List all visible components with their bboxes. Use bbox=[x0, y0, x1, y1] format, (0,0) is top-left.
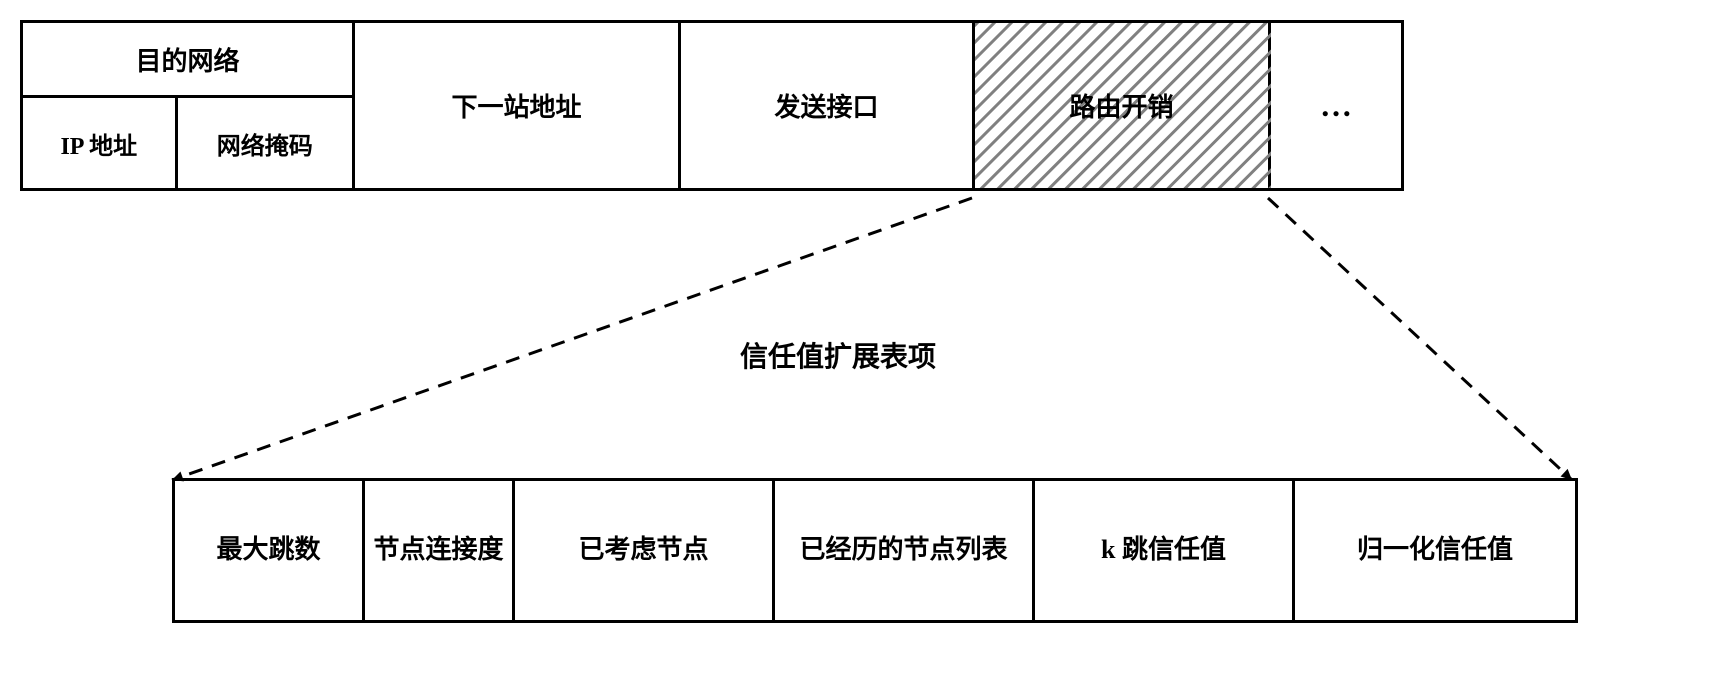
send-interface-column-cell: 发送接口 bbox=[681, 23, 972, 188]
connector-right-icon bbox=[1268, 198, 1572, 480]
top-table: 目的网络IP 地址网络掩码下一站地址发送接口 路由开销 … bbox=[20, 20, 1404, 191]
next-hop-column-cell: 下一站地址 bbox=[355, 23, 678, 188]
ellipsis-column-cell: … bbox=[1271, 23, 1401, 188]
considered-nodes-cell: 已考虑节点 bbox=[515, 481, 775, 620]
ellipsis-column: … bbox=[1271, 23, 1401, 188]
routing-cost-label: 路由开销 bbox=[1063, 85, 1179, 126]
dest-network-column: 目的网络IP 地址网络掩码 bbox=[23, 23, 355, 188]
routing-cost-cell: 路由开销 bbox=[975, 23, 1268, 188]
next-hop-column: 下一站地址 bbox=[355, 23, 681, 188]
k-hop-trust-cell: k 跳信任值 bbox=[1035, 481, 1295, 620]
traversed-nodes-cell: 已经历的节点列表 bbox=[775, 481, 1035, 620]
routing-table-diagram: 目的网络IP 地址网络掩码下一站地址发送接口 路由开销 … 信任值扩展表项 最大跳数… bbox=[20, 20, 1711, 672]
dest-network-header: 目的网络 bbox=[23, 23, 352, 98]
node-degree-cell: 节点连接度 bbox=[365, 481, 515, 620]
ip-address-cell: IP 地址 bbox=[23, 98, 178, 188]
normalized-trust-cell: 归一化信任值 bbox=[1295, 481, 1575, 620]
routing-cost-column: 路由开销 bbox=[975, 23, 1271, 188]
max-hops-cell: 最大跳数 bbox=[175, 481, 365, 620]
netmask-cell: 网络掩码 bbox=[178, 98, 352, 188]
send-interface-column: 发送接口 bbox=[681, 23, 975, 188]
bottom-table: 最大跳数节点连接度已考虑节点已经历的节点列表k 跳信任值归一化信任值 bbox=[172, 478, 1578, 623]
extension-title: 信任值扩展表项 bbox=[740, 335, 936, 375]
dest-network-subrow: IP 地址网络掩码 bbox=[23, 98, 352, 188]
